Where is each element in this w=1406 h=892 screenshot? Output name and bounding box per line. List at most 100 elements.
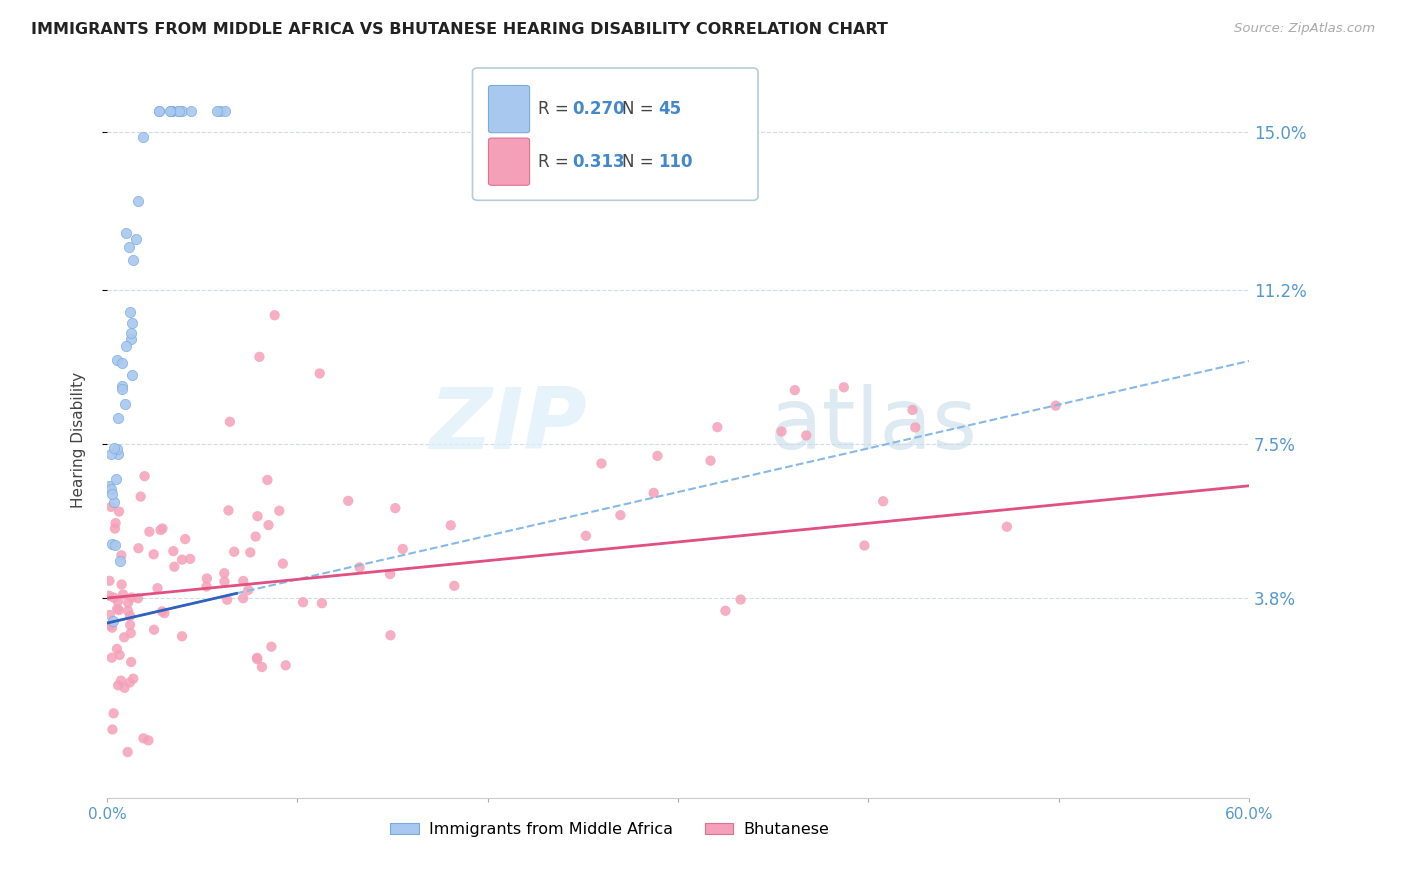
Text: N =: N = — [621, 100, 659, 118]
Point — [132, 130, 155, 145]
Text: 110: 110 — [658, 153, 693, 170]
Point — [146, 581, 169, 595]
Point — [384, 501, 406, 516]
Point — [120, 626, 142, 640]
Text: Source: ZipAtlas.com: Source: ZipAtlas.com — [1234, 22, 1375, 36]
Point — [129, 490, 152, 504]
Point — [274, 658, 297, 673]
Text: IMMIGRANTS FROM MIDDLE AFRICA VS BHUTANESE HEARING DISABILITY CORRELATION CHART: IMMIGRANTS FROM MIDDLE AFRICA VS BHUTANE… — [31, 22, 887, 37]
Point — [159, 104, 181, 119]
Point — [105, 602, 128, 616]
Point — [872, 494, 894, 508]
Point — [120, 332, 142, 346]
Point — [107, 678, 129, 692]
Point — [166, 104, 188, 119]
Point — [110, 382, 132, 396]
FancyBboxPatch shape — [488, 138, 530, 186]
Point — [138, 733, 160, 747]
Point — [167, 104, 190, 119]
Point — [443, 579, 465, 593]
Point — [172, 104, 194, 119]
Point — [591, 457, 613, 471]
Point — [260, 640, 283, 654]
Point — [110, 356, 132, 370]
Legend: Immigrants from Middle Africa, Bhutanese: Immigrants from Middle Africa, Bhutanese — [384, 815, 835, 844]
Point — [121, 326, 143, 341]
Point — [269, 504, 291, 518]
Point — [159, 104, 181, 119]
Point — [149, 523, 172, 537]
Point — [120, 618, 142, 632]
Point — [107, 447, 129, 461]
Point — [117, 596, 139, 610]
Point — [238, 582, 260, 597]
Point — [706, 420, 728, 434]
Point — [111, 378, 134, 392]
Point — [217, 592, 239, 607]
Point — [132, 731, 155, 746]
Point — [112, 587, 135, 601]
Text: 45: 45 — [658, 100, 682, 118]
Point — [195, 580, 218, 594]
FancyBboxPatch shape — [472, 68, 758, 201]
Point — [121, 591, 143, 605]
Point — [114, 681, 136, 695]
Point — [783, 383, 806, 397]
Text: R =: R = — [537, 100, 574, 118]
Point — [115, 226, 138, 240]
Point — [103, 591, 125, 605]
Text: R =: R = — [537, 153, 574, 170]
Point — [271, 557, 294, 571]
Point — [391, 541, 413, 556]
Point — [103, 441, 125, 455]
Point — [104, 538, 127, 552]
Point — [105, 442, 128, 457]
Point — [239, 545, 262, 559]
Point — [832, 380, 855, 394]
Point — [699, 453, 721, 467]
Point — [101, 537, 124, 551]
Point — [101, 486, 124, 500]
Point — [170, 552, 193, 566]
Point — [160, 104, 183, 119]
Point — [214, 104, 236, 119]
Point — [730, 592, 752, 607]
Point — [100, 447, 122, 461]
Point — [127, 591, 149, 606]
Point — [180, 104, 202, 119]
Point — [100, 500, 122, 514]
Point — [122, 672, 145, 686]
Text: N =: N = — [621, 153, 659, 170]
Point — [101, 621, 124, 635]
Point — [138, 524, 160, 539]
Point — [349, 560, 371, 574]
Point — [98, 479, 121, 493]
Point — [103, 494, 125, 508]
Point — [440, 518, 463, 533]
Point — [112, 630, 135, 644]
Point — [105, 641, 128, 656]
Point — [100, 650, 122, 665]
Point — [904, 420, 927, 434]
Point — [901, 403, 924, 417]
Point — [148, 104, 170, 119]
Point — [245, 529, 267, 543]
Point — [103, 614, 125, 628]
Point — [337, 493, 360, 508]
Point — [174, 532, 197, 546]
Point — [148, 104, 170, 119]
Point — [609, 508, 631, 523]
Point — [152, 521, 174, 535]
Point — [115, 339, 138, 353]
Point — [1045, 399, 1067, 413]
Point — [263, 308, 285, 322]
Point — [117, 604, 139, 618]
Y-axis label: Hearing Disability: Hearing Disability — [72, 372, 86, 508]
Point — [292, 595, 315, 609]
Point — [121, 253, 143, 268]
Point — [714, 604, 737, 618]
Point — [143, 623, 166, 637]
Text: ZIP: ZIP — [429, 384, 586, 467]
Point — [770, 425, 793, 439]
Point — [121, 316, 143, 330]
